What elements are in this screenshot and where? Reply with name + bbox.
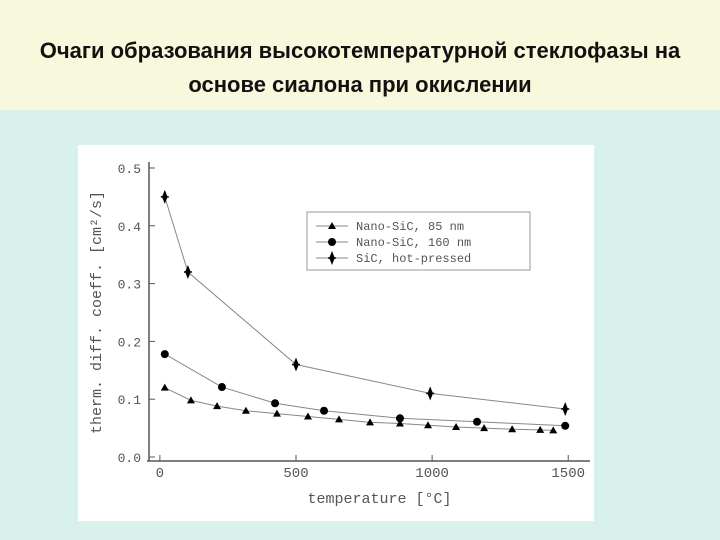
y-tick-label: 0.2 — [118, 335, 141, 350]
x-tick-label: 1000 — [415, 466, 449, 482]
x-tick-label: 500 — [283, 466, 308, 482]
marker — [395, 419, 404, 427]
legend-marker — [328, 238, 336, 246]
y-tick-label: 0.1 — [118, 393, 142, 408]
y-tick-label: 0.4 — [118, 220, 142, 235]
slide-title: Очаги образования высокотемпературной ст… — [39, 38, 681, 97]
marker — [217, 383, 226, 392]
marker — [480, 424, 489, 432]
marker — [366, 418, 375, 426]
y-axis-label: therm. diff. coeff. [cm²/s] — [89, 191, 106, 434]
marker — [160, 189, 169, 204]
x-axis-label: temperature [°C] — [307, 491, 451, 508]
x-tick-label: 0 — [156, 466, 164, 482]
y-tick-label: 0.3 — [118, 278, 141, 293]
legend-label: Nano-SiC, 160 nm — [356, 236, 471, 250]
marker — [160, 350, 169, 359]
y-tick-label: 0.5 — [118, 162, 141, 177]
marker — [213, 402, 222, 410]
marker — [561, 421, 570, 430]
marker — [335, 415, 344, 423]
chart-background — [78, 145, 594, 521]
marker — [395, 414, 404, 423]
marker — [561, 402, 570, 417]
marker — [241, 406, 250, 414]
marker — [549, 426, 558, 434]
y-tick-label: 0.0 — [118, 451, 141, 466]
marker — [424, 421, 433, 429]
x-tick-label: 1500 — [551, 466, 585, 482]
legend-marker — [328, 222, 336, 229]
legend-label: SiC, hot-pressed — [356, 252, 471, 266]
marker — [271, 399, 280, 408]
marker — [508, 425, 517, 433]
marker — [303, 412, 312, 420]
legend-box — [306, 211, 531, 271]
marker — [292, 357, 300, 372]
marker — [320, 406, 329, 415]
legend-marker — [328, 250, 336, 266]
marker — [186, 396, 195, 404]
legend-label: Nano-SiC, 85 nm — [356, 220, 464, 234]
marker — [473, 417, 482, 426]
marker — [272, 409, 281, 417]
marker — [160, 383, 169, 391]
header: Очаги образования высокотемпературной ст… — [0, 0, 720, 110]
marker — [452, 422, 461, 430]
marker — [426, 386, 435, 401]
marker — [536, 425, 545, 433]
marker — [183, 265, 192, 280]
